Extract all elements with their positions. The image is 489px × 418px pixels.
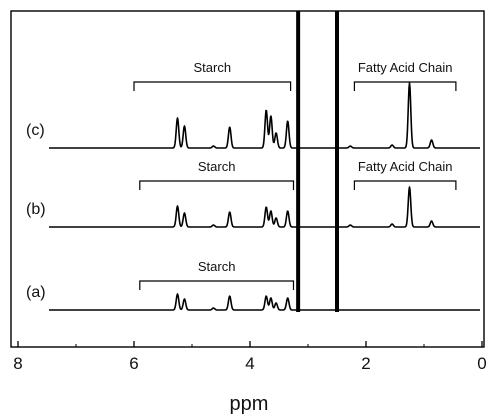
plot-frame xyxy=(10,10,485,348)
annotation-bracket xyxy=(353,180,457,190)
x-tick-label-0: 0 xyxy=(477,354,486,373)
annotation-bracket xyxy=(133,81,292,91)
trace-label-a: (a) xyxy=(26,284,46,301)
spectrum-line-c xyxy=(48,82,481,149)
annotation-label: Fatty Acid Chain xyxy=(358,159,453,174)
solvent-peaks xyxy=(296,11,339,312)
x-tick-label-8: 8 xyxy=(13,354,22,373)
annotation-label: Starch xyxy=(198,259,236,274)
annotation-label: Starch xyxy=(198,159,236,174)
trace-label-c: (c) xyxy=(26,122,45,139)
trace-label-b: (b) xyxy=(26,201,46,218)
annotation-bracket xyxy=(139,280,295,290)
x-axis-ticks: 8 6 4 2 0 xyxy=(13,341,487,373)
x-tick-label-2: 2 xyxy=(361,354,370,373)
trace-labels: (a) (b) (c) xyxy=(26,122,46,301)
region-annotations: Starch Fatty Acid Chain Starch Fatty Acid C… xyxy=(133,60,457,290)
annotation-fatty-acid-chain-c: Fatty Acid Chain xyxy=(353,60,457,91)
annotation-bracket xyxy=(353,81,457,91)
spectrum-line-a xyxy=(48,293,481,311)
annotation-starch-b: Starch xyxy=(139,159,295,190)
annotation-label: Starch xyxy=(194,60,232,75)
spectra-traces xyxy=(48,82,481,311)
annotation-fatty-acid-chain-b: Fatty Acid Chain xyxy=(353,159,457,190)
spectrum-line-b xyxy=(48,186,481,228)
x-tick-label-6: 6 xyxy=(129,354,138,373)
x-tick-label-4: 4 xyxy=(245,354,254,373)
annotation-label: Fatty Acid Chain xyxy=(358,60,453,75)
annotation-starch-c: Starch xyxy=(133,60,292,91)
x-axis-title: ppm xyxy=(230,393,269,415)
annotation-starch-a: Starch xyxy=(139,259,295,290)
annotation-bracket xyxy=(139,180,295,190)
